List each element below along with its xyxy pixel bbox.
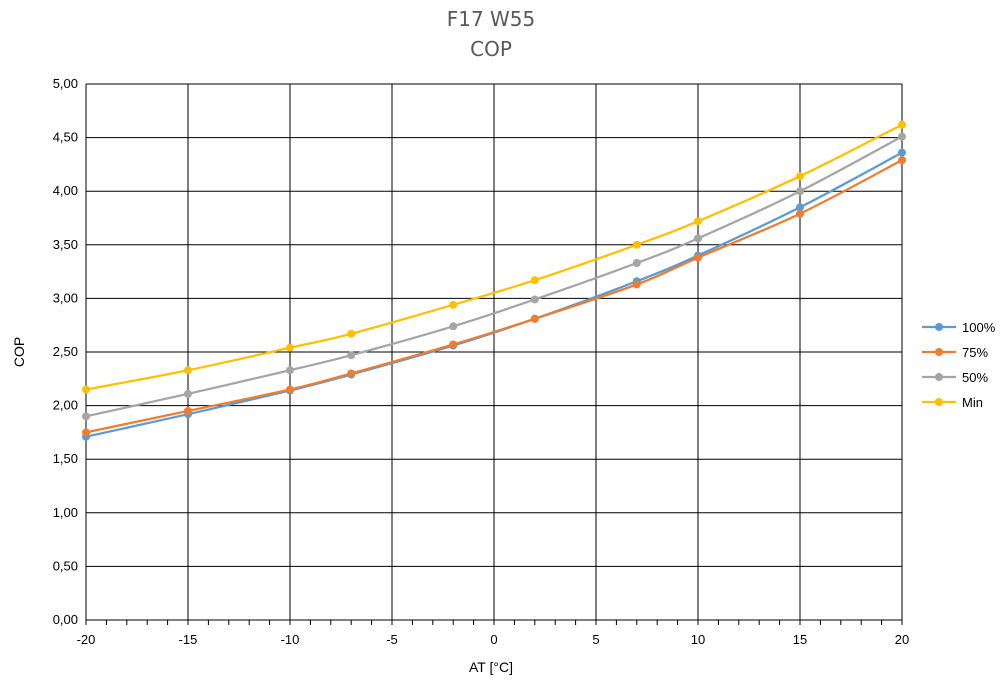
- y-tick-label: 0,00: [53, 612, 78, 627]
- legend-marker-2: [935, 373, 943, 381]
- x-tick-label: 20: [895, 632, 909, 647]
- data-point-2-9: [898, 132, 906, 141]
- chart-subtitle: COP: [470, 37, 512, 61]
- data-point-3-6: [632, 240, 641, 249]
- x-tick-label: 5: [592, 632, 599, 647]
- data-point-2-8: [796, 187, 804, 196]
- data-point-1-2: [286, 385, 294, 394]
- data-point-1-4: [449, 340, 458, 349]
- x-minor-ticks: [85, 620, 903, 625]
- x-tick-label: 0: [490, 632, 497, 647]
- data-point-1-5: [530, 314, 539, 323]
- data-point-1-9: [898, 156, 906, 165]
- data-point-3-4: [449, 300, 458, 309]
- series-line-2: [85, 135, 903, 418]
- data-point-2-1: [184, 389, 192, 398]
- data-point-3-0: [82, 385, 90, 394]
- x-tick-label: 10: [691, 632, 705, 647]
- legend-label-0: 100%: [962, 320, 996, 335]
- data-point-3-9: [898, 120, 906, 129]
- data-point-3-8: [796, 172, 804, 181]
- data-point-1-0: [82, 428, 90, 437]
- y-tick-label: 1,50: [53, 451, 78, 466]
- x-tick-label: 15: [793, 632, 807, 647]
- y-tick-label: 3,50: [53, 237, 78, 252]
- x-tick-label: -20: [77, 632, 96, 647]
- data-point-3-2: [286, 343, 294, 352]
- data-point-2-3: [347, 351, 356, 360]
- y-tick-label: 0,50: [53, 558, 78, 573]
- y-tick-label: 4,00: [53, 183, 78, 198]
- data-point-3-7: [694, 217, 702, 226]
- data-point-2-2: [286, 366, 294, 375]
- y-tick-label: 4,50: [53, 130, 78, 145]
- data-point-0-9: [898, 148, 906, 157]
- data-point-1-3: [347, 369, 356, 378]
- series-line-1: [85, 159, 903, 434]
- y-tick-label: 3,00: [53, 290, 78, 305]
- y-axis-label: COP: [11, 337, 27, 367]
- data-point-1-6: [632, 280, 641, 289]
- data-point-2-0: [82, 412, 90, 421]
- data-point-2-5: [530, 295, 539, 304]
- data-point-3-1: [184, 366, 192, 375]
- data-point-2-6: [632, 259, 641, 268]
- legend-marker-3: [935, 398, 943, 406]
- data-point-1-7: [694, 253, 702, 262]
- y-tick-label: 2,50: [53, 344, 78, 359]
- legend-label-2: 50%: [962, 370, 988, 385]
- legend-label-3: Min: [962, 395, 983, 410]
- y-tick-label: 1,00: [53, 505, 78, 520]
- data-point-2-7: [694, 234, 702, 243]
- legend-marker-0: [935, 323, 943, 331]
- x-tick-label: -15: [179, 632, 198, 647]
- x-tick-labels: -20 -15 -10 -5 0 5 10 15 20: [77, 632, 910, 647]
- legend-marker-1: [935, 348, 943, 356]
- series-line-3: [85, 123, 903, 391]
- y-tick-label: 2,00: [53, 398, 78, 413]
- chart-title: F17 W55: [447, 7, 536, 31]
- x-tick-label: -10: [281, 632, 300, 647]
- x-axis-label: AT [°C]: [469, 659, 513, 675]
- legend-label-1: 75%: [962, 345, 988, 360]
- y-tick-labels: 0,00 0,50 1,00 1,50 2,00 2,50 3,00 3,50 4,00 4,50…: [53, 76, 78, 627]
- data-point-1-8: [796, 209, 804, 218]
- x-tick-label: -5: [386, 632, 398, 647]
- data-point-2-4: [449, 322, 458, 331]
- series-group: [82, 120, 906, 441]
- legend: 100% 75% 50% Min: [922, 320, 996, 410]
- grid: [85, 83, 903, 621]
- data-point-1-1: [184, 406, 192, 415]
- y-tick-label: 5,00: [53, 76, 78, 91]
- data-point-0-8: [796, 203, 804, 212]
- data-point-3-3: [347, 329, 356, 338]
- data-point-3-5: [530, 276, 539, 285]
